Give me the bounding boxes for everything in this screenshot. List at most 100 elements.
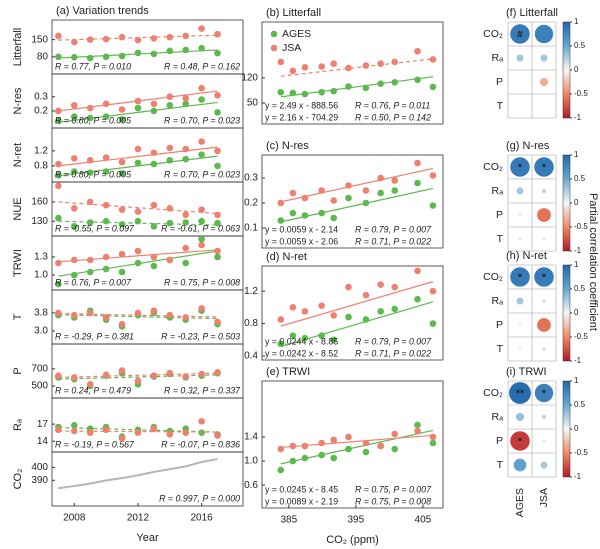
stats-label: R = 0.70, P = 0.023	[164, 169, 240, 179]
data-point	[289, 67, 297, 75]
y-tick-label: 400	[31, 462, 48, 473]
stats-label: R = 0.997, P = 0.000	[159, 493, 240, 503]
correlation-circle	[519, 105, 521, 107]
y-tick-label: 14	[37, 436, 49, 447]
data-point	[70, 271, 78, 279]
y-axis-label: NUE	[12, 197, 24, 220]
data-point	[301, 212, 309, 219]
data-point	[166, 205, 174, 212]
data-point	[182, 211, 189, 219]
x-tick-label: 2012	[127, 513, 150, 524]
data-point	[277, 217, 285, 224]
trend-line	[58, 372, 218, 379]
correlation-circle	[542, 439, 546, 443]
data-point	[214, 147, 221, 155]
row-label: CO₂	[483, 161, 503, 173]
data-point	[429, 56, 437, 63]
data-point	[330, 312, 338, 319]
y-axis-label: N-ret	[12, 143, 24, 167]
data-point	[429, 172, 437, 179]
colorbar	[562, 380, 571, 478]
significance-mark: *	[518, 163, 522, 174]
data-point	[214, 162, 221, 170]
data-point	[289, 89, 297, 97]
data-point	[214, 92, 221, 99]
y-tick-label: 390	[31, 475, 48, 486]
data-point	[198, 217, 205, 225]
data-point	[102, 53, 110, 61]
data-point	[182, 145, 189, 153]
correlation-circle	[519, 81, 521, 83]
data-point	[55, 107, 62, 115]
data-point	[150, 35, 158, 42]
correlation-circle	[541, 188, 547, 194]
data-point	[318, 439, 325, 447]
y-axis-label: T	[12, 313, 24, 320]
y-tick-label: 3.8	[34, 308, 48, 319]
data-point	[150, 223, 158, 230]
y-tick-label: 0.8	[34, 161, 48, 172]
data-point	[102, 217, 110, 225]
data-point	[166, 93, 174, 101]
significance-mark: *	[542, 389, 546, 400]
data-point	[55, 426, 62, 434]
data-point	[182, 32, 189, 40]
row-label: P	[496, 76, 503, 88]
data-point	[134, 145, 142, 153]
fit-equation: y = 0.0242 x - 8.52	[265, 348, 338, 358]
y-tick-label: 1.2	[244, 286, 258, 297]
correlation-circle	[510, 267, 530, 287]
data-point	[166, 219, 174, 227]
colorbar-tick-label: -1	[574, 356, 582, 365]
colorbar-tick-label: 0.5	[574, 284, 586, 293]
correlation-circle	[509, 382, 531, 404]
data-point	[70, 256, 78, 264]
data-point	[118, 435, 126, 442]
y-tick-label: 160	[31, 197, 48, 208]
data-point	[289, 189, 297, 197]
data-point	[277, 58, 285, 66]
data-point	[55, 53, 62, 61]
panel-title: (e) TRWI	[266, 366, 310, 378]
data-point	[214, 219, 221, 227]
data-point	[118, 116, 126, 123]
data-point	[362, 316, 370, 323]
stats-label: R = 0.80, P = 0.005	[55, 169, 131, 179]
plot-frame	[261, 265, 444, 361]
correlation-circle	[510, 157, 530, 177]
legend-marker	[270, 30, 278, 38]
data-point	[182, 373, 189, 380]
data-point	[429, 202, 437, 209]
colorbar-tick-label: 0.5	[574, 174, 586, 183]
data-point	[377, 308, 384, 315]
y-tick-label: 1.2	[34, 146, 48, 157]
data-point	[166, 256, 174, 264]
data-point	[301, 194, 309, 202]
x-tick-label: 395	[348, 515, 365, 526]
row-label: CO₂	[483, 271, 503, 283]
data-point	[55, 259, 62, 267]
data-point	[429, 287, 437, 295]
data-point	[118, 268, 126, 276]
correlation-circle	[534, 24, 554, 44]
data-point	[134, 97, 142, 105]
data-point	[277, 466, 285, 474]
data-point	[214, 109, 221, 116]
data-point	[150, 262, 158, 270]
panel-title: (a) Variation trends	[56, 5, 149, 17]
fit-equation: y = 0.0245 x - 8.45	[265, 484, 338, 494]
x-axis-label: CO₂ (ppm)	[326, 534, 379, 546]
stats-label: R = -0.29, P = 0.381	[55, 331, 134, 341]
plot-frame	[51, 451, 244, 507]
data-point	[134, 429, 142, 436]
stats-label: R = 0.79, P = 0.007	[355, 224, 432, 234]
data-point	[86, 198, 94, 206]
data-point	[391, 283, 399, 291]
data-point	[118, 320, 126, 328]
data-point	[86, 104, 94, 112]
data-point	[198, 370, 205, 378]
data-point	[318, 451, 325, 459]
correlation-circle	[515, 412, 525, 422]
data-point	[166, 33, 174, 41]
